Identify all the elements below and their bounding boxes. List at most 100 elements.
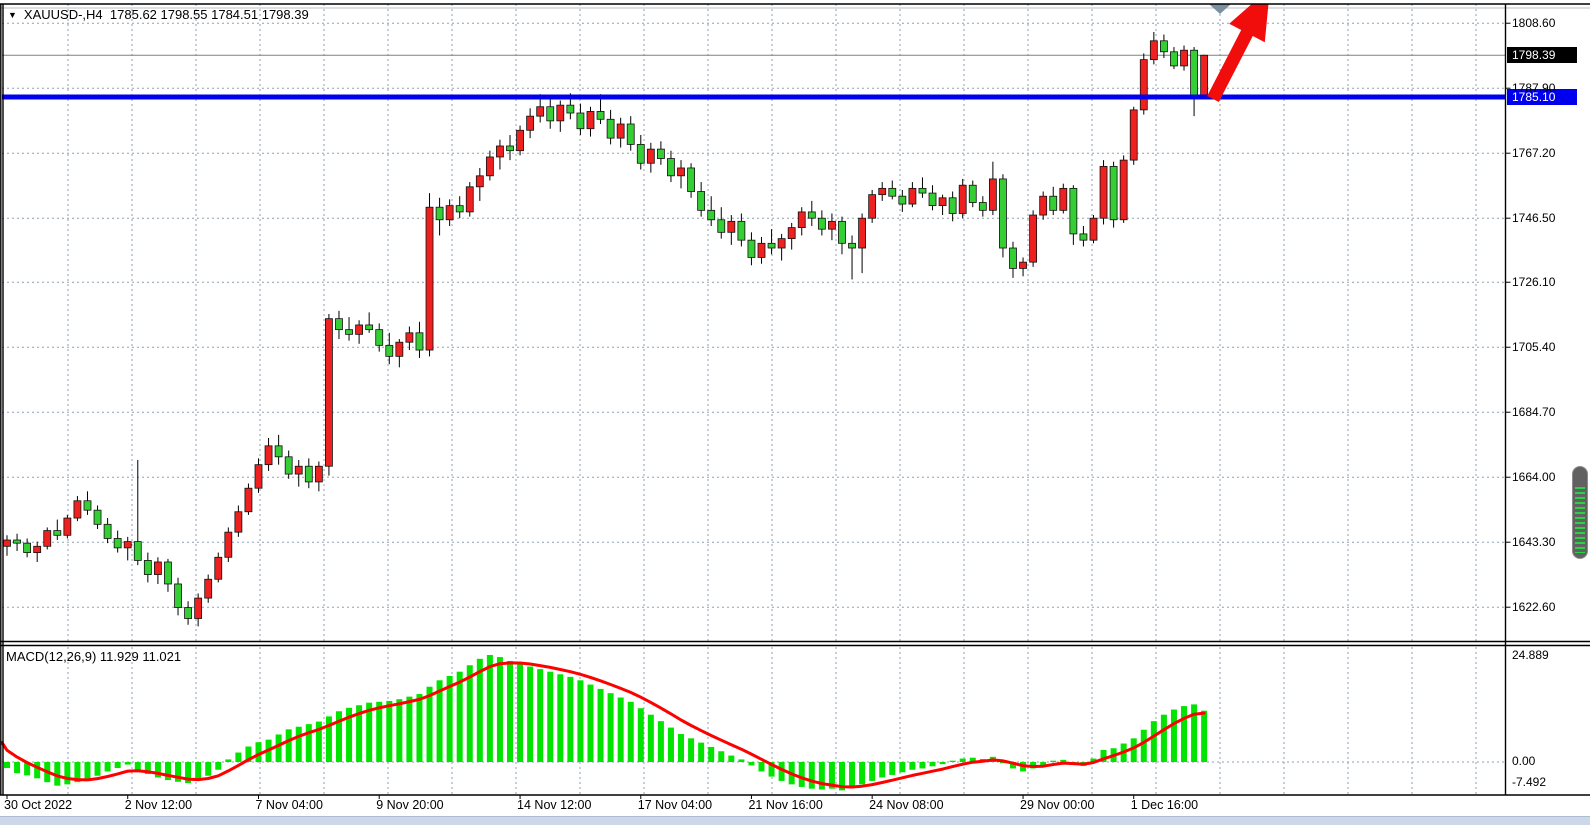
- candle-body: [586, 111, 595, 130]
- candle-body: [3, 539, 11, 547]
- macd-bar: [708, 746, 715, 762]
- macd-indicator-label: MACD(12,26,9) 11.929 11.021: [6, 649, 182, 664]
- macd-bar: [849, 762, 856, 788]
- candle-body: [194, 597, 203, 619]
- candle-body: [1160, 40, 1168, 53]
- time-axis-label: 1 Dec 16:00: [1130, 798, 1199, 812]
- candle-body: [737, 220, 746, 241]
- candle-body: [988, 178, 997, 211]
- chart-title-ohlc: 1785.62 1798.55 1784.51 1798.39: [109, 7, 309, 22]
- candle-body: [13, 539, 21, 544]
- macd-bar: [939, 762, 946, 765]
- macd-bar: [356, 705, 363, 762]
- candle-body: [1059, 187, 1068, 211]
- candle-body: [898, 195, 907, 205]
- candle-body: [153, 561, 162, 575]
- macd-bar: [587, 684, 594, 762]
- macd-bar: [919, 762, 926, 769]
- macd-bar: [657, 721, 664, 762]
- macd-bar: [4, 762, 10, 769]
- macd-bar: [1090, 758, 1097, 762]
- price-axis-label: 1787.90: [1512, 81, 1556, 96]
- price-axis-label: 1746.50: [1512, 211, 1556, 226]
- candle-body: [566, 104, 575, 114]
- macd-bar: [688, 738, 695, 762]
- candle-body: [224, 531, 233, 558]
- candle-body: [878, 187, 887, 196]
- macd-bar: [396, 699, 403, 762]
- candle-body: [727, 220, 736, 233]
- candle-body: [204, 578, 213, 599]
- macd-bar: [295, 726, 302, 762]
- window-bottom-edge: [0, 816, 1590, 825]
- candle-body: [667, 158, 675, 177]
- candle-body: [506, 145, 514, 152]
- macd-bar: [215, 762, 222, 770]
- candle-body: [274, 445, 283, 458]
- macd-bar: [436, 680, 443, 762]
- macd-bar: [889, 762, 896, 775]
- candle-body: [475, 175, 484, 188]
- price-axis-label: 1808.60: [1512, 16, 1556, 31]
- macd-bar: [305, 724, 312, 762]
- candle-body: [1049, 195, 1058, 211]
- candle-body: [697, 191, 706, 211]
- macd-bar: [426, 686, 433, 762]
- candle-body: [435, 206, 444, 221]
- macd-bar: [909, 762, 916, 770]
- macd-bar: [738, 759, 745, 762]
- time-axis-label: 21 Nov 16:00: [748, 798, 823, 812]
- macd-bar: [34, 762, 41, 779]
- macd-bar: [818, 762, 825, 790]
- macd-bar: [1150, 721, 1157, 762]
- macd-bar: [376, 701, 383, 762]
- candle-body: [646, 148, 655, 164]
- candle-body: [868, 194, 877, 219]
- macd-bar: [698, 742, 705, 762]
- candle-body: [958, 184, 967, 214]
- candle-body: [1149, 40, 1158, 61]
- macd-bar: [778, 762, 785, 781]
- macd-axis-min-label: -7.492: [1512, 775, 1547, 789]
- candle-body: [817, 217, 826, 230]
- time-axis-label: 9 Nov 20:00: [376, 798, 444, 812]
- macd-bar: [285, 729, 292, 762]
- candle-body: [1099, 165, 1108, 219]
- symbol-dropdown-icon[interactable]: ▼: [8, 10, 17, 20]
- hline-price-badge[interactable]: 1785.10: [1507, 89, 1577, 105]
- chart-shift-marker-icon[interactable]: [1209, 4, 1231, 14]
- candle-body: [415, 332, 424, 351]
- candle-body: [304, 465, 313, 483]
- candle-body: [184, 607, 192, 619]
- time-axis-label: 7 Nov 04:00: [255, 798, 323, 812]
- candle-body: [717, 219, 726, 233]
- candle-body: [606, 118, 615, 139]
- chart-title: ▼ XAUUSD-,H4 1785.62 1798.55 1784.51 1798…: [8, 7, 309, 22]
- macd-bar: [1191, 704, 1198, 762]
- candle-body: [133, 541, 142, 561]
- candle-body: [516, 129, 524, 152]
- candle-body: [596, 111, 605, 120]
- current-price-badge: 1798.39: [1507, 47, 1577, 63]
- macd-bar: [164, 762, 171, 781]
- macd-bar: [255, 742, 262, 762]
- candle-body: [385, 344, 394, 357]
- candle-body: [576, 112, 585, 130]
- candle-body: [325, 318, 333, 467]
- trend-arrow-drawing[interactable]: [1207, 0, 1270, 102]
- price-axis-label: 1664.00: [1512, 470, 1556, 485]
- candle-body: [747, 239, 756, 258]
- candle-body: [1019, 261, 1027, 269]
- candle-body: [264, 445, 273, 466]
- time-axis-label: 29 Nov 00:00: [1020, 798, 1095, 812]
- candle-body: [405, 332, 414, 343]
- candle-body: [496, 145, 504, 158]
- scrollbar-thumb[interactable]: [1572, 466, 1588, 559]
- macd-bar: [346, 707, 353, 762]
- candle-body: [968, 184, 977, 203]
- macd-axis-max-label: 24.889: [1512, 648, 1549, 662]
- macd-bar: [949, 760, 956, 762]
- candle-body: [1139, 59, 1148, 111]
- candle-body: [103, 523, 112, 539]
